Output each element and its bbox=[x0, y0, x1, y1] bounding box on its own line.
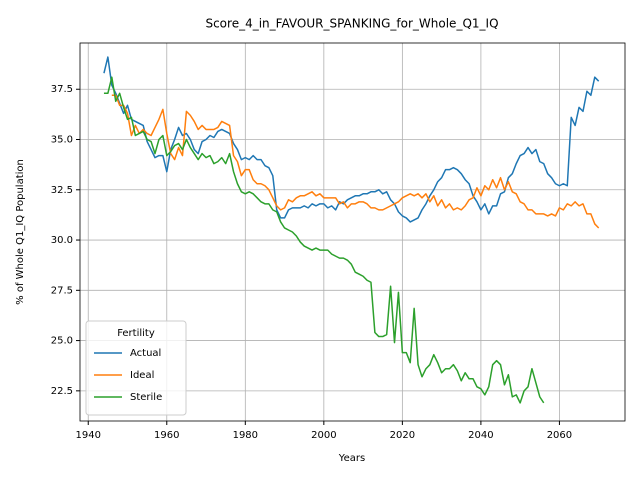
y-tick-label: 25.0 bbox=[51, 336, 73, 347]
legend-title: Fertility bbox=[117, 328, 155, 339]
y-tick-label: 35.0 bbox=[51, 135, 73, 146]
x-tick-label: 2060 bbox=[547, 430, 572, 441]
legend-label: Sterile bbox=[130, 392, 162, 403]
x-tick-label: 2020 bbox=[390, 430, 415, 441]
x-axis-label: Years bbox=[338, 453, 365, 464]
legend-label: Actual bbox=[130, 348, 161, 359]
x-tick-label: 1940 bbox=[76, 430, 101, 441]
x-tick-label: 2000 bbox=[311, 430, 336, 441]
x-tick-label: 1960 bbox=[154, 430, 179, 441]
y-tick-label: 22.5 bbox=[51, 386, 73, 397]
line-series bbox=[103, 76, 545, 404]
legend-box bbox=[85, 320, 187, 416]
y-tick-label: 27.5 bbox=[51, 285, 73, 296]
x-tick-label: 1980 bbox=[233, 430, 258, 441]
line-series bbox=[111, 94, 600, 229]
x-tick-label: 2040 bbox=[468, 430, 493, 441]
y-tick-label: 30.0 bbox=[51, 235, 73, 246]
line-series bbox=[103, 56, 600, 223]
y-axis-label: % of Whole Q1_IQ Population bbox=[15, 159, 26, 305]
y-tick-label: 37.5 bbox=[51, 84, 73, 95]
legend-label: Ideal bbox=[130, 370, 154, 381]
chart-title: Score_4_in_FAVOUR_SPANKING_for_Whole_Q1_… bbox=[205, 17, 498, 31]
y-tick-label: 32.5 bbox=[51, 185, 73, 196]
plot-frame bbox=[79, 42, 626, 422]
